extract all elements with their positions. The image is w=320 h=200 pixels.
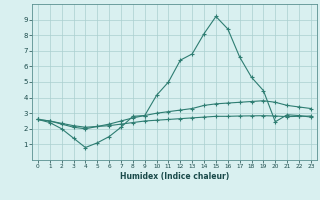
X-axis label: Humidex (Indice chaleur): Humidex (Indice chaleur) [120,172,229,181]
